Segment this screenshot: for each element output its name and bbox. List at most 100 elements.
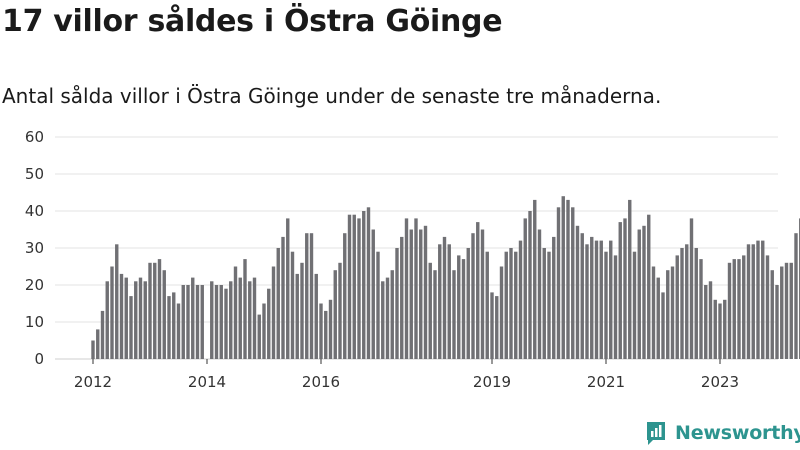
bar	[124, 277, 128, 359]
bar	[433, 270, 437, 359]
bar	[780, 266, 784, 359]
bar	[257, 314, 261, 359]
bar	[723, 299, 727, 359]
bar	[290, 251, 295, 359]
bar	[324, 310, 328, 359]
x-tick-label: 2021	[587, 373, 625, 391]
bar	[100, 310, 105, 359]
bar	[91, 340, 95, 359]
bar	[267, 288, 271, 359]
bar	[210, 281, 214, 359]
bar	[309, 233, 314, 359]
bar	[675, 255, 679, 359]
bar	[153, 262, 157, 359]
bar	[480, 229, 485, 359]
bar	[362, 211, 366, 359]
bar	[537, 229, 542, 359]
bar	[713, 299, 717, 359]
bar	[219, 285, 223, 359]
bar	[528, 211, 532, 359]
bar	[442, 236, 447, 359]
x-tick-label: 2019	[473, 373, 511, 391]
bar	[580, 233, 584, 359]
bar	[314, 273, 318, 359]
bar	[162, 270, 166, 359]
bar	[485, 251, 489, 359]
bar	[618, 222, 622, 359]
bar	[233, 266, 238, 359]
bar	[727, 262, 732, 359]
bar	[371, 229, 375, 359]
bar	[694, 248, 698, 359]
bar	[328, 299, 333, 359]
bar	[651, 266, 656, 359]
bar	[176, 303, 181, 359]
y-tick-label: 10	[25, 313, 44, 331]
bar	[628, 199, 632, 359]
bar	[129, 296, 133, 359]
bar	[656, 277, 660, 359]
newsworthy-logo-icon	[647, 422, 665, 445]
bar	[115, 244, 119, 359]
bar	[571, 207, 575, 359]
bar	[685, 244, 689, 359]
bar	[599, 240, 603, 359]
bar	[670, 266, 675, 359]
y-tick-label: 30	[25, 239, 44, 257]
bar	[338, 262, 342, 359]
bar	[666, 270, 670, 359]
bar	[556, 207, 561, 359]
bar	[680, 248, 684, 359]
bar	[594, 240, 599, 359]
x-tick-label: 2014	[188, 373, 226, 391]
bar	[248, 281, 252, 359]
bar	[523, 218, 527, 359]
bar	[366, 207, 371, 359]
bar	[262, 303, 266, 359]
x-tick-label: 2016	[302, 373, 340, 391]
bar	[704, 285, 708, 359]
bar	[134, 281, 138, 359]
brand-logo[interactable]: Newsworthy	[645, 419, 800, 447]
bar	[632, 251, 637, 359]
y-tick-label: 60	[25, 128, 44, 146]
bar	[385, 277, 390, 359]
bar	[509, 248, 513, 359]
bar	[466, 248, 470, 359]
bar	[138, 277, 143, 359]
bar	[423, 225, 428, 359]
bar	[195, 285, 200, 359]
y-tick-label: 20	[25, 276, 44, 294]
bar	[461, 259, 466, 359]
bar	[732, 259, 736, 359]
bar	[319, 303, 323, 359]
bar	[438, 244, 442, 359]
x-tick-label: 2012	[74, 373, 112, 391]
bar	[352, 214, 356, 359]
chart-subtitle: Antal sålda villor i Östra Göinge under …	[2, 84, 662, 108]
bar	[575, 225, 580, 359]
bar	[414, 218, 418, 359]
y-tick-label: 50	[25, 165, 44, 183]
bar	[300, 262, 304, 359]
bar	[238, 277, 242, 359]
bar	[395, 248, 399, 359]
bar	[447, 244, 451, 359]
bar	[357, 218, 361, 359]
bar	[566, 199, 570, 359]
bar	[400, 236, 404, 359]
bar	[490, 292, 494, 359]
bar	[623, 218, 627, 359]
bar	[347, 214, 352, 359]
bar	[343, 233, 347, 359]
bar	[642, 225, 646, 359]
bar	[452, 270, 456, 359]
bar	[742, 255, 746, 359]
bar	[457, 255, 461, 359]
bar-chart: 0102030405060172012201420162019202120232…	[25, 128, 800, 391]
bar	[770, 270, 774, 359]
bar	[533, 199, 537, 359]
bar	[552, 236, 556, 359]
bar	[637, 229, 641, 359]
bar	[561, 196, 565, 359]
